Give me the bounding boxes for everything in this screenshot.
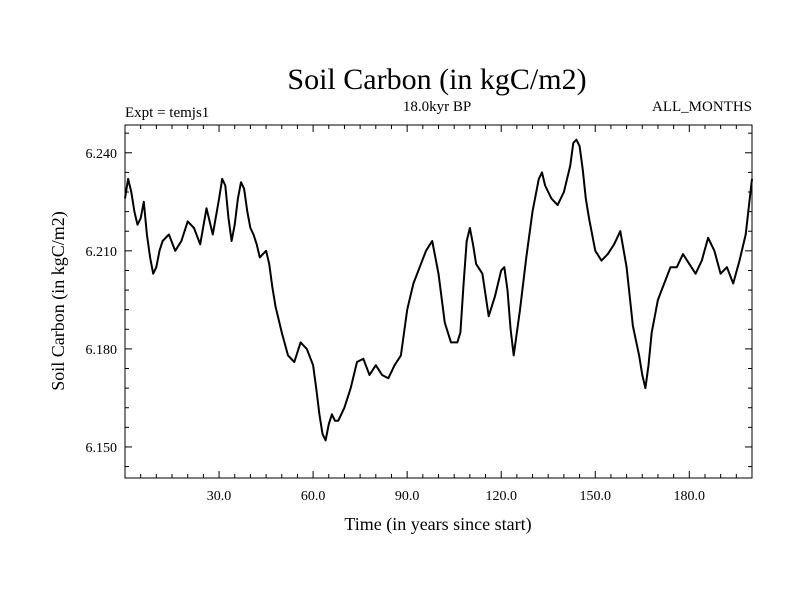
x-tick-label: 150.0 xyxy=(580,489,612,504)
months-label: ALL_MONTHS xyxy=(652,99,752,115)
y-tick-label: 6.180 xyxy=(86,343,118,358)
y-axis-label: Soil Carbon (in kgC/m2) xyxy=(48,211,69,391)
chart-title: Soil Carbon (in kgC/m2) xyxy=(287,63,586,96)
series-layer xyxy=(124,138,753,442)
x-tick-label: 120.0 xyxy=(485,489,517,504)
x-tick-label: 30.0 xyxy=(207,489,232,504)
x-axis-label: Time (in years since start) xyxy=(344,514,531,535)
soil-carbon-series-line xyxy=(124,138,753,442)
experiment-label: Expt = temjs1 xyxy=(125,105,209,121)
y-tick-label: 6.210 xyxy=(86,245,118,260)
x-axis-ticks: 30.0 60.0 90.0 120.0 150.0 180.0 xyxy=(140,125,737,504)
x-tick-label: 180.0 xyxy=(674,489,706,504)
x-tick-label: 60.0 xyxy=(301,489,326,504)
x-tick-label: 90.0 xyxy=(395,489,420,504)
y-axis-ticks: 6.150 6.180 6.210 6.240 xyxy=(86,132,752,468)
y-tick-label: 6.240 xyxy=(86,147,118,162)
y-tick-label: 6.150 xyxy=(86,441,118,456)
chart-subtitle: 18.0kyr BP xyxy=(403,99,471,115)
